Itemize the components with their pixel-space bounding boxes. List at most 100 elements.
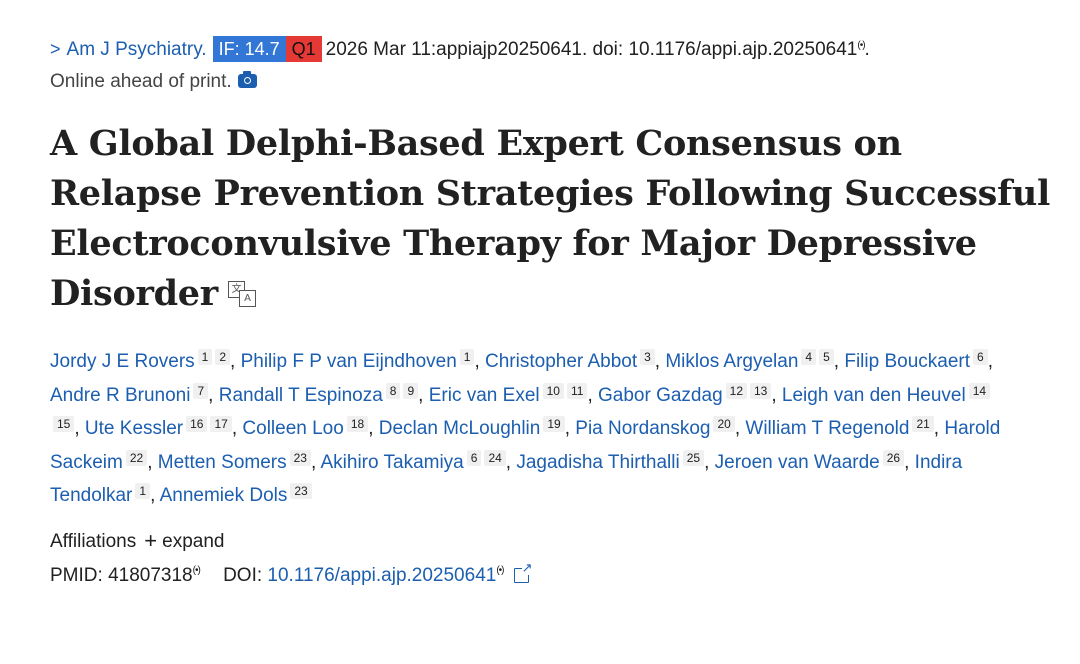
translate-icon-target: A <box>238 290 256 307</box>
quartile-badge: Q1 <box>285 36 322 62</box>
article-header: > Am J Psychiatry. IF: 14.7 Q1 2026 Mar 11:a… <box>50 34 1060 592</box>
author-link[interactable]: Eric van Exel <box>428 384 540 406</box>
affiliation-number[interactable]: 2 <box>215 349 231 365</box>
affiliation-number[interactable]: 24 <box>484 449 506 466</box>
author-separator: , <box>587 384 598 406</box>
affiliation-number[interactable]: 18 <box>346 416 369 432</box>
author-separator: , <box>310 451 321 473</box>
affiliation-number[interactable]: 22 <box>125 449 148 466</box>
author-separator: , <box>208 384 219 406</box>
citation-details: 2026 Mar 11:appiajp20250641. doi: 10.117… <box>325 39 858 60</box>
doi-label: DOI: <box>223 564 263 586</box>
publication-status: Online ahead of print. <box>50 67 1060 97</box>
citation-line: > Am J Psychiatry. IF: 14.7 Q1 2026 Mar 11:a… <box>50 34 1060 65</box>
affiliation-number[interactable]: 4 <box>801 349 817 365</box>
affiliation-number[interactable]: 1 <box>459 349 475 365</box>
author-separator: , <box>564 418 576 439</box>
doi-link[interactable]: 10.1176/appi.ajp.20250641 <box>267 564 497 586</box>
author-link[interactable]: Metten Somers <box>157 451 287 473</box>
radio-signal-icon[interactable]: (•) <box>496 565 504 577</box>
author-separator: , <box>74 418 85 439</box>
affiliation-number[interactable]: 15 <box>53 416 75 432</box>
affiliation-number[interactable]: 3 <box>640 349 655 365</box>
author-link[interactable]: Gabor Gazdag <box>598 384 723 406</box>
author-separator: , <box>704 451 715 473</box>
author-separator: , <box>368 418 379 439</box>
affiliation-number[interactable]: 25 <box>682 449 705 466</box>
affiliation-number[interactable]: 13 <box>750 382 772 399</box>
author-link[interactable]: Jordy J E Rovers <box>50 351 195 372</box>
chevron-right-icon[interactable]: > <box>50 39 61 59</box>
radio-signal-icon[interactable]: (•) <box>192 565 201 577</box>
author-link[interactable]: Andre R Brunoni <box>50 384 191 406</box>
pmid-value: 41807318 <box>108 564 193 586</box>
radio-signal-icon[interactable]: (•) <box>857 39 865 51</box>
journal-link[interactable]: Am J Psychiatry. <box>66 39 207 60</box>
author-link[interactable]: Pia Nordanskog <box>575 418 711 439</box>
author-link[interactable]: Leigh van den Heuvel <box>781 384 966 406</box>
impact-factor-badge: IF: 14.7 <box>212 36 286 62</box>
author-link[interactable]: Annemiek Dols <box>159 485 288 506</box>
author-link[interactable]: Philip F P van Eijndhoven <box>240 351 457 372</box>
author-separator: , <box>230 351 241 372</box>
author-separator: , <box>833 351 845 372</box>
author-separator: , <box>933 418 945 439</box>
external-link-icon[interactable] <box>513 561 533 583</box>
affiliation-number[interactable]: 10 <box>542 382 564 399</box>
author-separator: , <box>147 451 158 473</box>
status-text: Online ahead of print. <box>50 71 232 92</box>
author-link[interactable]: William T Regenold <box>745 418 910 439</box>
affiliation-number[interactable]: 21 <box>912 416 934 432</box>
author-link[interactable]: Miklos Argyelan <box>665 351 799 372</box>
author-link[interactable]: Akihiro Takamiya <box>320 451 464 473</box>
author-separator: , <box>505 451 517 473</box>
author-separator: , <box>654 351 666 372</box>
author-separator: , <box>231 418 243 439</box>
affiliation-number[interactable]: 23 <box>289 449 311 466</box>
affiliation-number[interactable]: 11 <box>566 382 588 399</box>
affiliations-label: Affiliations <box>50 530 137 552</box>
affiliation-number[interactable]: 1 <box>197 349 213 365</box>
affiliation-number[interactable]: 6 <box>973 349 988 365</box>
author-link[interactable]: Jagadisha Thirthalli <box>516 451 680 473</box>
affiliation-number[interactable]: 17 <box>210 416 232 432</box>
author-link[interactable]: Christopher Abbot <box>485 351 638 372</box>
author-separator: , <box>418 384 429 406</box>
author-separator: , <box>150 485 160 506</box>
article-title-text: A Global Delphi-Based Expert Consensus o… <box>50 123 1050 314</box>
author-list: Jordy J E Rovers 1 2, Philip F P van Eijnd… <box>50 345 1010 513</box>
affiliation-number[interactable]: 1 <box>135 483 151 499</box>
affiliation-number[interactable]: 16 <box>186 416 208 432</box>
affiliation-number[interactable]: 23 <box>290 483 312 499</box>
affiliation-number[interactable]: 20 <box>713 416 735 432</box>
affiliation-number[interactable]: 5 <box>819 349 834 365</box>
citation-trailing: . <box>864 39 870 60</box>
author-separator: , <box>474 351 486 372</box>
author-link[interactable]: Colleen Loo <box>242 418 344 439</box>
affiliation-number[interactable]: 6 <box>466 449 482 466</box>
author-link[interactable]: Harold Sackeim <box>50 418 1001 473</box>
affiliations-row: Affiliations + expand <box>50 525 1060 558</box>
affiliation-number[interactable]: 19 <box>543 416 565 432</box>
article-title: A Global Delphi-Based Expert Consensus o… <box>50 119 1060 319</box>
author-link[interactable]: Ute Kessler <box>84 418 184 439</box>
affiliation-number[interactable]: 26 <box>882 449 905 466</box>
author-link[interactable]: Filip Bouckaert <box>844 351 971 372</box>
author-separator: , <box>904 451 915 473</box>
expand-label: expand <box>162 530 225 552</box>
author-link[interactable]: Jeroen van Waarde <box>714 451 880 473</box>
author-separator: , <box>734 418 746 439</box>
affiliation-number[interactable]: 12 <box>725 382 747 399</box>
affiliation-number[interactable]: 7 <box>193 382 209 399</box>
affiliation-number[interactable]: 8 <box>385 382 401 399</box>
author-separator: , <box>987 351 993 372</box>
author-link[interactable]: Indira Tendolkar <box>50 451 963 507</box>
author-link[interactable]: Randall T Espinoza <box>218 384 383 406</box>
affiliations-expand-button[interactable]: + expand <box>144 527 225 553</box>
affiliation-number[interactable]: 14 <box>968 382 991 399</box>
author-link[interactable]: Declan McLoughlin <box>378 418 541 439</box>
camera-icon[interactable] <box>237 71 257 88</box>
affiliation-number[interactable]: 9 <box>403 382 419 399</box>
plus-icon: + <box>144 527 158 553</box>
